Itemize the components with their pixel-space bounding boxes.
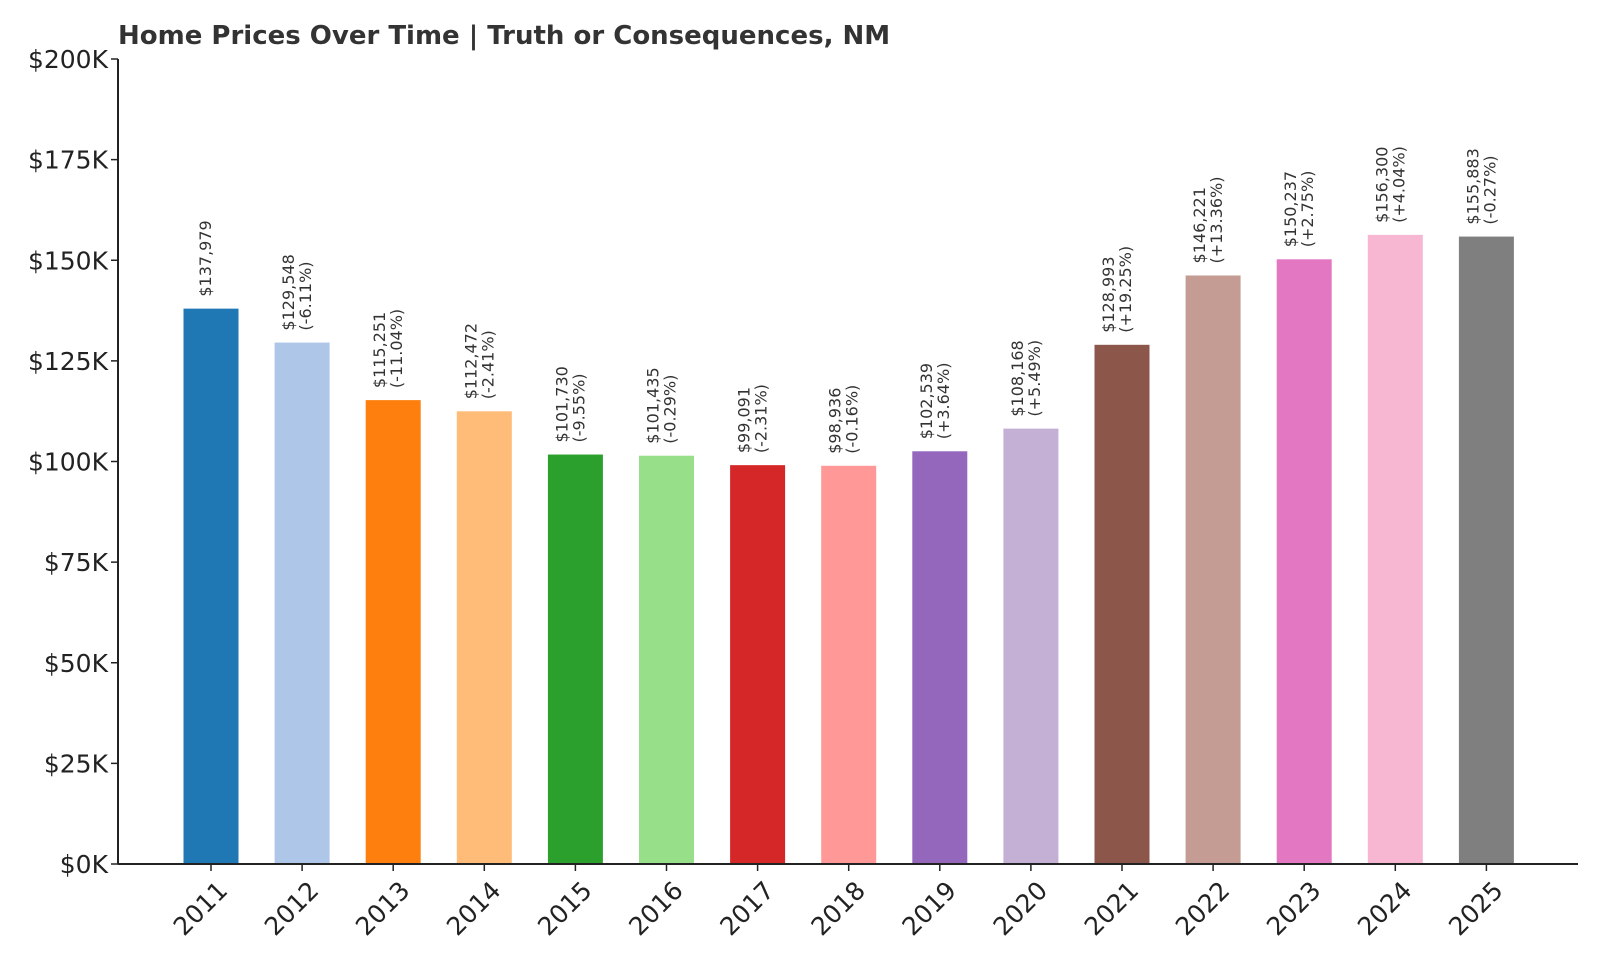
data-label-2012: $129,548(-6.11%) [279,254,315,330]
data-label-2025: $155,883(-0.27%) [1463,148,1499,224]
x-tick-label: 2025 [1443,876,1508,941]
bar-2015 [547,454,603,864]
y-tick-label: $75K [44,548,109,577]
bar-2011 [183,308,239,864]
data-label-2011: $137,979 [196,220,215,296]
x-tick-label: 2023 [1261,876,1326,941]
y-tick-label: $0K [60,850,109,879]
y-axis: $0K $25K $50K $75K $100K $125K $150K $175K $200K [28,45,118,879]
x-tick-label: 2022 [1170,876,1235,941]
x-tick-label: 2017 [714,876,779,941]
x-tick-label: 2016 [623,876,688,941]
y-tick-label: $100K [28,448,109,477]
bar-2017 [730,465,786,864]
y-tick-label: $25K [44,749,109,778]
x-tick-label: 2018 [805,876,870,941]
x-tick-label: 2024 [1352,876,1417,941]
y-tick-label: $175K [28,146,109,175]
x-tick-label: 2014 [441,876,506,941]
bar-2014 [456,411,512,864]
x-tick-label: 2012 [259,876,324,941]
bar-2022 [1185,275,1241,865]
data-label-2014: $112,472(-2.41%) [461,323,497,399]
data-label-2024: $156,300(+4.04%) [1372,146,1408,223]
x-tick-label: 2019 [897,876,962,941]
x-tick-label: 2011 [168,876,233,941]
data-label-2023: $150,237(+2.75%) [1281,171,1317,248]
bar-2018 [821,465,877,864]
bars: $137,979 $129,548(-6.11%) $115,251(-11.04%… [183,146,1514,865]
x-tick-label: 2015 [532,876,597,941]
bar-2013 [365,400,421,864]
data-label-2022: $146,221(+13.36%) [1190,177,1226,264]
bar-2016 [639,455,694,864]
x-tick-label: 2020 [988,876,1053,941]
chart-title: Home Prices Over Time | Truth or Consequ… [118,21,890,51]
y-tick-label: $50K [44,649,109,678]
data-label-2021: $128,993(+19.25%) [1099,246,1135,333]
data-label-2013: $115,251(-11.04%) [370,309,406,388]
bar-2021 [1094,344,1150,864]
bar-2024 [1367,234,1423,864]
data-label-2015: $101,730(-9.55%) [552,366,588,442]
data-label-2019: $102,539(+3.64%) [917,363,953,440]
data-label-2017: $99,091(-2.31%) [735,384,771,453]
y-tick-label: $150K [28,246,109,275]
x-tick-label: 2021 [1079,876,1144,941]
bar-2012 [274,342,330,864]
bar-2020 [1003,428,1059,864]
y-tick-label: $125K [28,347,109,376]
x-axis: 2011 2012 2013 2014 2015 2016 2017 2018 2019 2020… [168,864,1509,941]
bar-2023 [1276,259,1332,864]
data-label-2020: $108,168(+5.49%) [1008,340,1044,417]
x-tick-label: 2013 [350,876,415,941]
data-label-2016: $101,435(-0.29%) [644,367,680,443]
bar-2019 [912,451,968,864]
data-label-2018: $98,936(-0.16%) [826,385,862,454]
y-tick-label: $200K [28,45,109,74]
bar-2025 [1458,236,1514,864]
